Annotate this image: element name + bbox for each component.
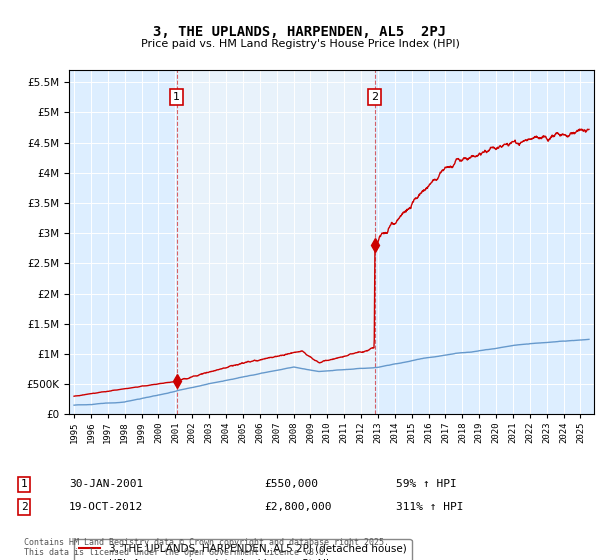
Text: 2: 2: [20, 502, 28, 512]
Text: 2: 2: [371, 92, 378, 102]
Text: £2,800,000: £2,800,000: [264, 502, 331, 512]
Bar: [177, 70, 374, 414]
Text: 30-JAN-2001: 30-JAN-2001: [69, 479, 143, 489]
Text: Contains HM Land Registry data © Crown copyright and database right 2025.
This d: Contains HM Land Registry data © Crown c…: [24, 538, 389, 557]
Text: 3, THE UPLANDS, HARPENDEN, AL5  2PJ: 3, THE UPLANDS, HARPENDEN, AL5 2PJ: [154, 25, 446, 39]
Text: 1: 1: [20, 479, 28, 489]
Text: 1: 1: [173, 92, 180, 102]
Text: 19-OCT-2012: 19-OCT-2012: [69, 502, 143, 512]
Text: Price paid vs. HM Land Registry's House Price Index (HPI): Price paid vs. HM Land Registry's House …: [140, 39, 460, 49]
Text: 59% ↑ HPI: 59% ↑ HPI: [396, 479, 457, 489]
Text: £550,000: £550,000: [264, 479, 318, 489]
Text: 311% ↑ HPI: 311% ↑ HPI: [396, 502, 464, 512]
Legend: 3, THE UPLANDS, HARPENDEN, AL5 2PJ (detached house), HPI: Average price, detache: 3, THE UPLANDS, HARPENDEN, AL5 2PJ (deta…: [74, 539, 412, 560]
